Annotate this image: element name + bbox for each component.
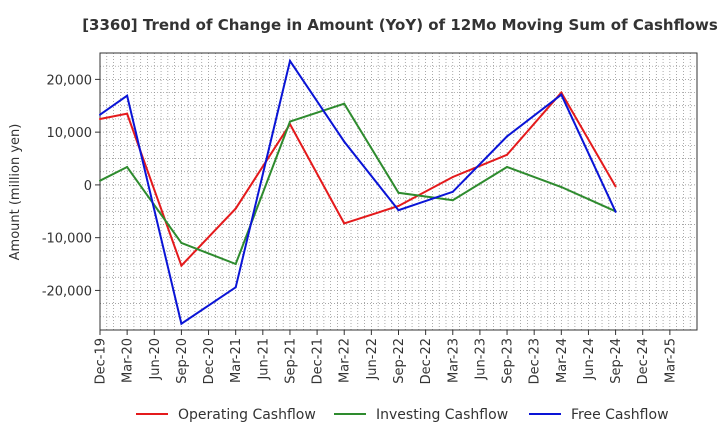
y-tick-label: 10,000 xyxy=(47,126,93,141)
y-tick-label: -20,000 xyxy=(42,284,92,299)
x-tick-label: Mar-25 xyxy=(663,338,678,383)
data-point xyxy=(506,165,509,168)
x-tick-label: Sep-22 xyxy=(392,338,407,384)
data-point xyxy=(614,210,617,213)
x-tick-label: Jun-21 xyxy=(256,338,271,381)
legend-label: Investing Cashflow xyxy=(376,407,508,423)
data-point xyxy=(99,117,101,120)
data-point xyxy=(99,179,101,182)
x-tick-label: Jun-23 xyxy=(473,338,488,381)
data-point xyxy=(560,186,563,189)
legend-label: Operating Cashflow xyxy=(178,407,316,423)
x-tick-label: Sep-20 xyxy=(175,338,190,384)
data-point xyxy=(180,322,183,325)
data-point xyxy=(343,102,346,105)
data-point xyxy=(397,205,400,208)
y-axis-label: Amount (million yen) xyxy=(8,124,23,261)
data-point xyxy=(560,91,563,94)
data-point xyxy=(343,222,346,225)
data-point xyxy=(234,286,237,289)
x-tick-label: Mar-24 xyxy=(555,338,570,383)
x-axis: Dec-19 Mar-20 Jun-20 Sep-20 Dec-20 Mar-21 Jun-… xyxy=(94,330,678,384)
x-tick-label: Dec-23 xyxy=(528,338,543,384)
data-point xyxy=(126,165,129,168)
data-point xyxy=(180,264,183,267)
data-point xyxy=(451,175,454,178)
y-axis: 20,000 10,000 0 -10,000 -20,000 xyxy=(42,73,100,299)
data-point xyxy=(506,135,509,138)
data-point xyxy=(451,190,454,193)
x-tick-label: Sep-23 xyxy=(501,338,516,384)
data-point xyxy=(288,59,291,62)
x-tick-label: Mar-22 xyxy=(338,338,353,383)
data-point xyxy=(560,93,563,96)
x-tick-label: Sep-24 xyxy=(609,338,624,384)
y-tick-label: 20,000 xyxy=(47,73,93,88)
data-point xyxy=(397,191,400,194)
x-tick-label: Mar-20 xyxy=(121,338,136,383)
x-tick-label: Dec-22 xyxy=(419,338,434,384)
x-tick-label: Dec-19 xyxy=(94,338,109,384)
x-tick-label: Jun-24 xyxy=(582,338,597,381)
chart-title: [3360] Trend of Change in Amount (YoY) o… xyxy=(82,16,718,34)
y-tick-label: -10,000 xyxy=(42,232,92,247)
data-point xyxy=(343,140,346,143)
x-tick-label: Dec-20 xyxy=(202,338,217,384)
x-tick-label: Jun-22 xyxy=(365,338,380,381)
x-tick-label: Dec-24 xyxy=(636,338,651,384)
data-point xyxy=(126,94,129,97)
x-tick-label: Dec-21 xyxy=(311,338,326,384)
legend-label: Free Cashflow xyxy=(571,407,669,423)
data-point xyxy=(614,185,617,188)
x-tick-label: Mar-23 xyxy=(446,338,461,383)
series-lines xyxy=(99,58,617,326)
data-point xyxy=(506,153,509,156)
data-point xyxy=(99,113,101,116)
data-point xyxy=(397,209,400,212)
data-point xyxy=(288,120,291,123)
legend: Operating Cashflow Investing Cashflow Free… xyxy=(136,407,669,423)
x-tick-label: Mar-21 xyxy=(229,338,244,383)
data-point xyxy=(234,207,237,210)
x-tick-label: Jun-20 xyxy=(148,338,163,381)
data-point xyxy=(234,263,237,266)
data-point xyxy=(126,112,129,115)
x-tick-label: Sep-21 xyxy=(283,338,298,384)
data-point xyxy=(451,199,454,202)
data-point xyxy=(180,241,183,244)
y-tick-label: 0 xyxy=(84,179,92,194)
